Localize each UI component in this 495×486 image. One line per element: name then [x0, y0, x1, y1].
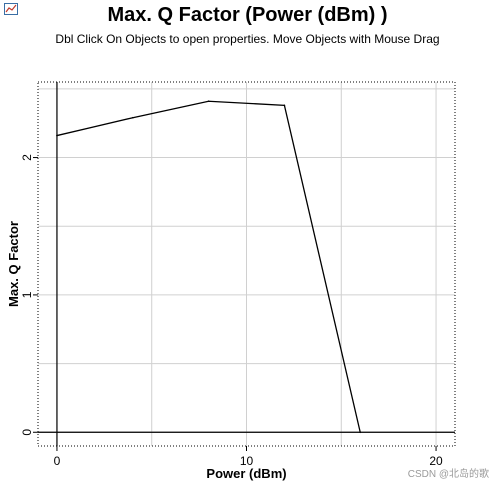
y-axis-title: Max. Q Factor [6, 221, 21, 307]
data-point [56, 134, 58, 137]
x-tick-label: 0 [54, 454, 61, 468]
x-tick-label: 10 [240, 454, 254, 468]
data-point [207, 100, 210, 103]
data-point [359, 431, 362, 434]
x-axis-title: Power (dBm) [206, 466, 286, 481]
plot-window-icon [4, 2, 18, 15]
plot-frame [37, 81, 456, 447]
data-point [131, 116, 134, 119]
series-line[interactable] [56, 100, 361, 433]
y-tick-label: 2 [20, 154, 34, 161]
x-tick-label: 20 [429, 454, 443, 468]
y-tick-label: 1 [20, 291, 34, 298]
watermark: CSDN @北岛的歌 [407, 469, 489, 480]
chart-instructions: Dbl Click On Objects to open properties.… [55, 32, 440, 46]
y-tick-label: 0 [20, 429, 34, 436]
data-point [283, 104, 286, 107]
chart-title: Max. Q Factor (Power (dBm) ) [107, 4, 388, 26]
